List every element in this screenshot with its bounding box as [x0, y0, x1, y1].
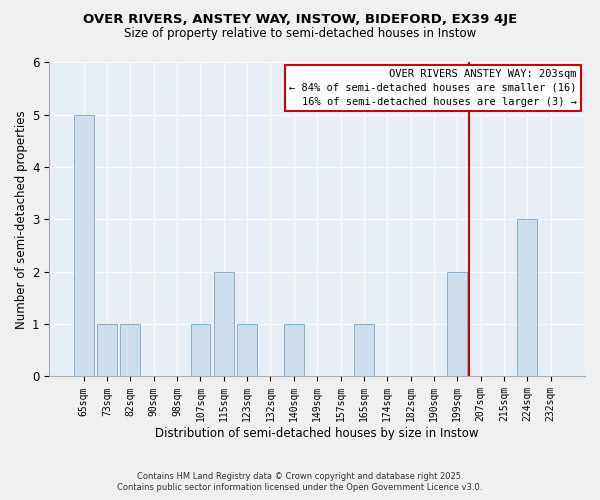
Bar: [214, 272, 234, 376]
Bar: [237, 324, 257, 376]
Bar: [191, 324, 211, 376]
Text: Size of property relative to semi-detached houses in Instow: Size of property relative to semi-detach…: [124, 28, 476, 40]
Bar: [97, 324, 117, 376]
Bar: [74, 115, 94, 376]
Y-axis label: Number of semi-detached properties: Number of semi-detached properties: [15, 110, 28, 329]
Bar: [121, 324, 140, 376]
Bar: [354, 324, 374, 376]
Bar: [517, 220, 538, 376]
X-axis label: Distribution of semi-detached houses by size in Instow: Distribution of semi-detached houses by …: [155, 427, 479, 440]
Bar: [284, 324, 304, 376]
Text: OVER RIVERS ANSTEY WAY: 203sqm
← 84% of semi-detached houses are smaller (16)
16: OVER RIVERS ANSTEY WAY: 203sqm ← 84% of …: [289, 69, 577, 107]
Text: OVER RIVERS, ANSTEY WAY, INSTOW, BIDEFORD, EX39 4JE: OVER RIVERS, ANSTEY WAY, INSTOW, BIDEFOR…: [83, 12, 517, 26]
Text: Contains HM Land Registry data © Crown copyright and database right 2025.
Contai: Contains HM Land Registry data © Crown c…: [118, 472, 482, 492]
Bar: [448, 272, 467, 376]
